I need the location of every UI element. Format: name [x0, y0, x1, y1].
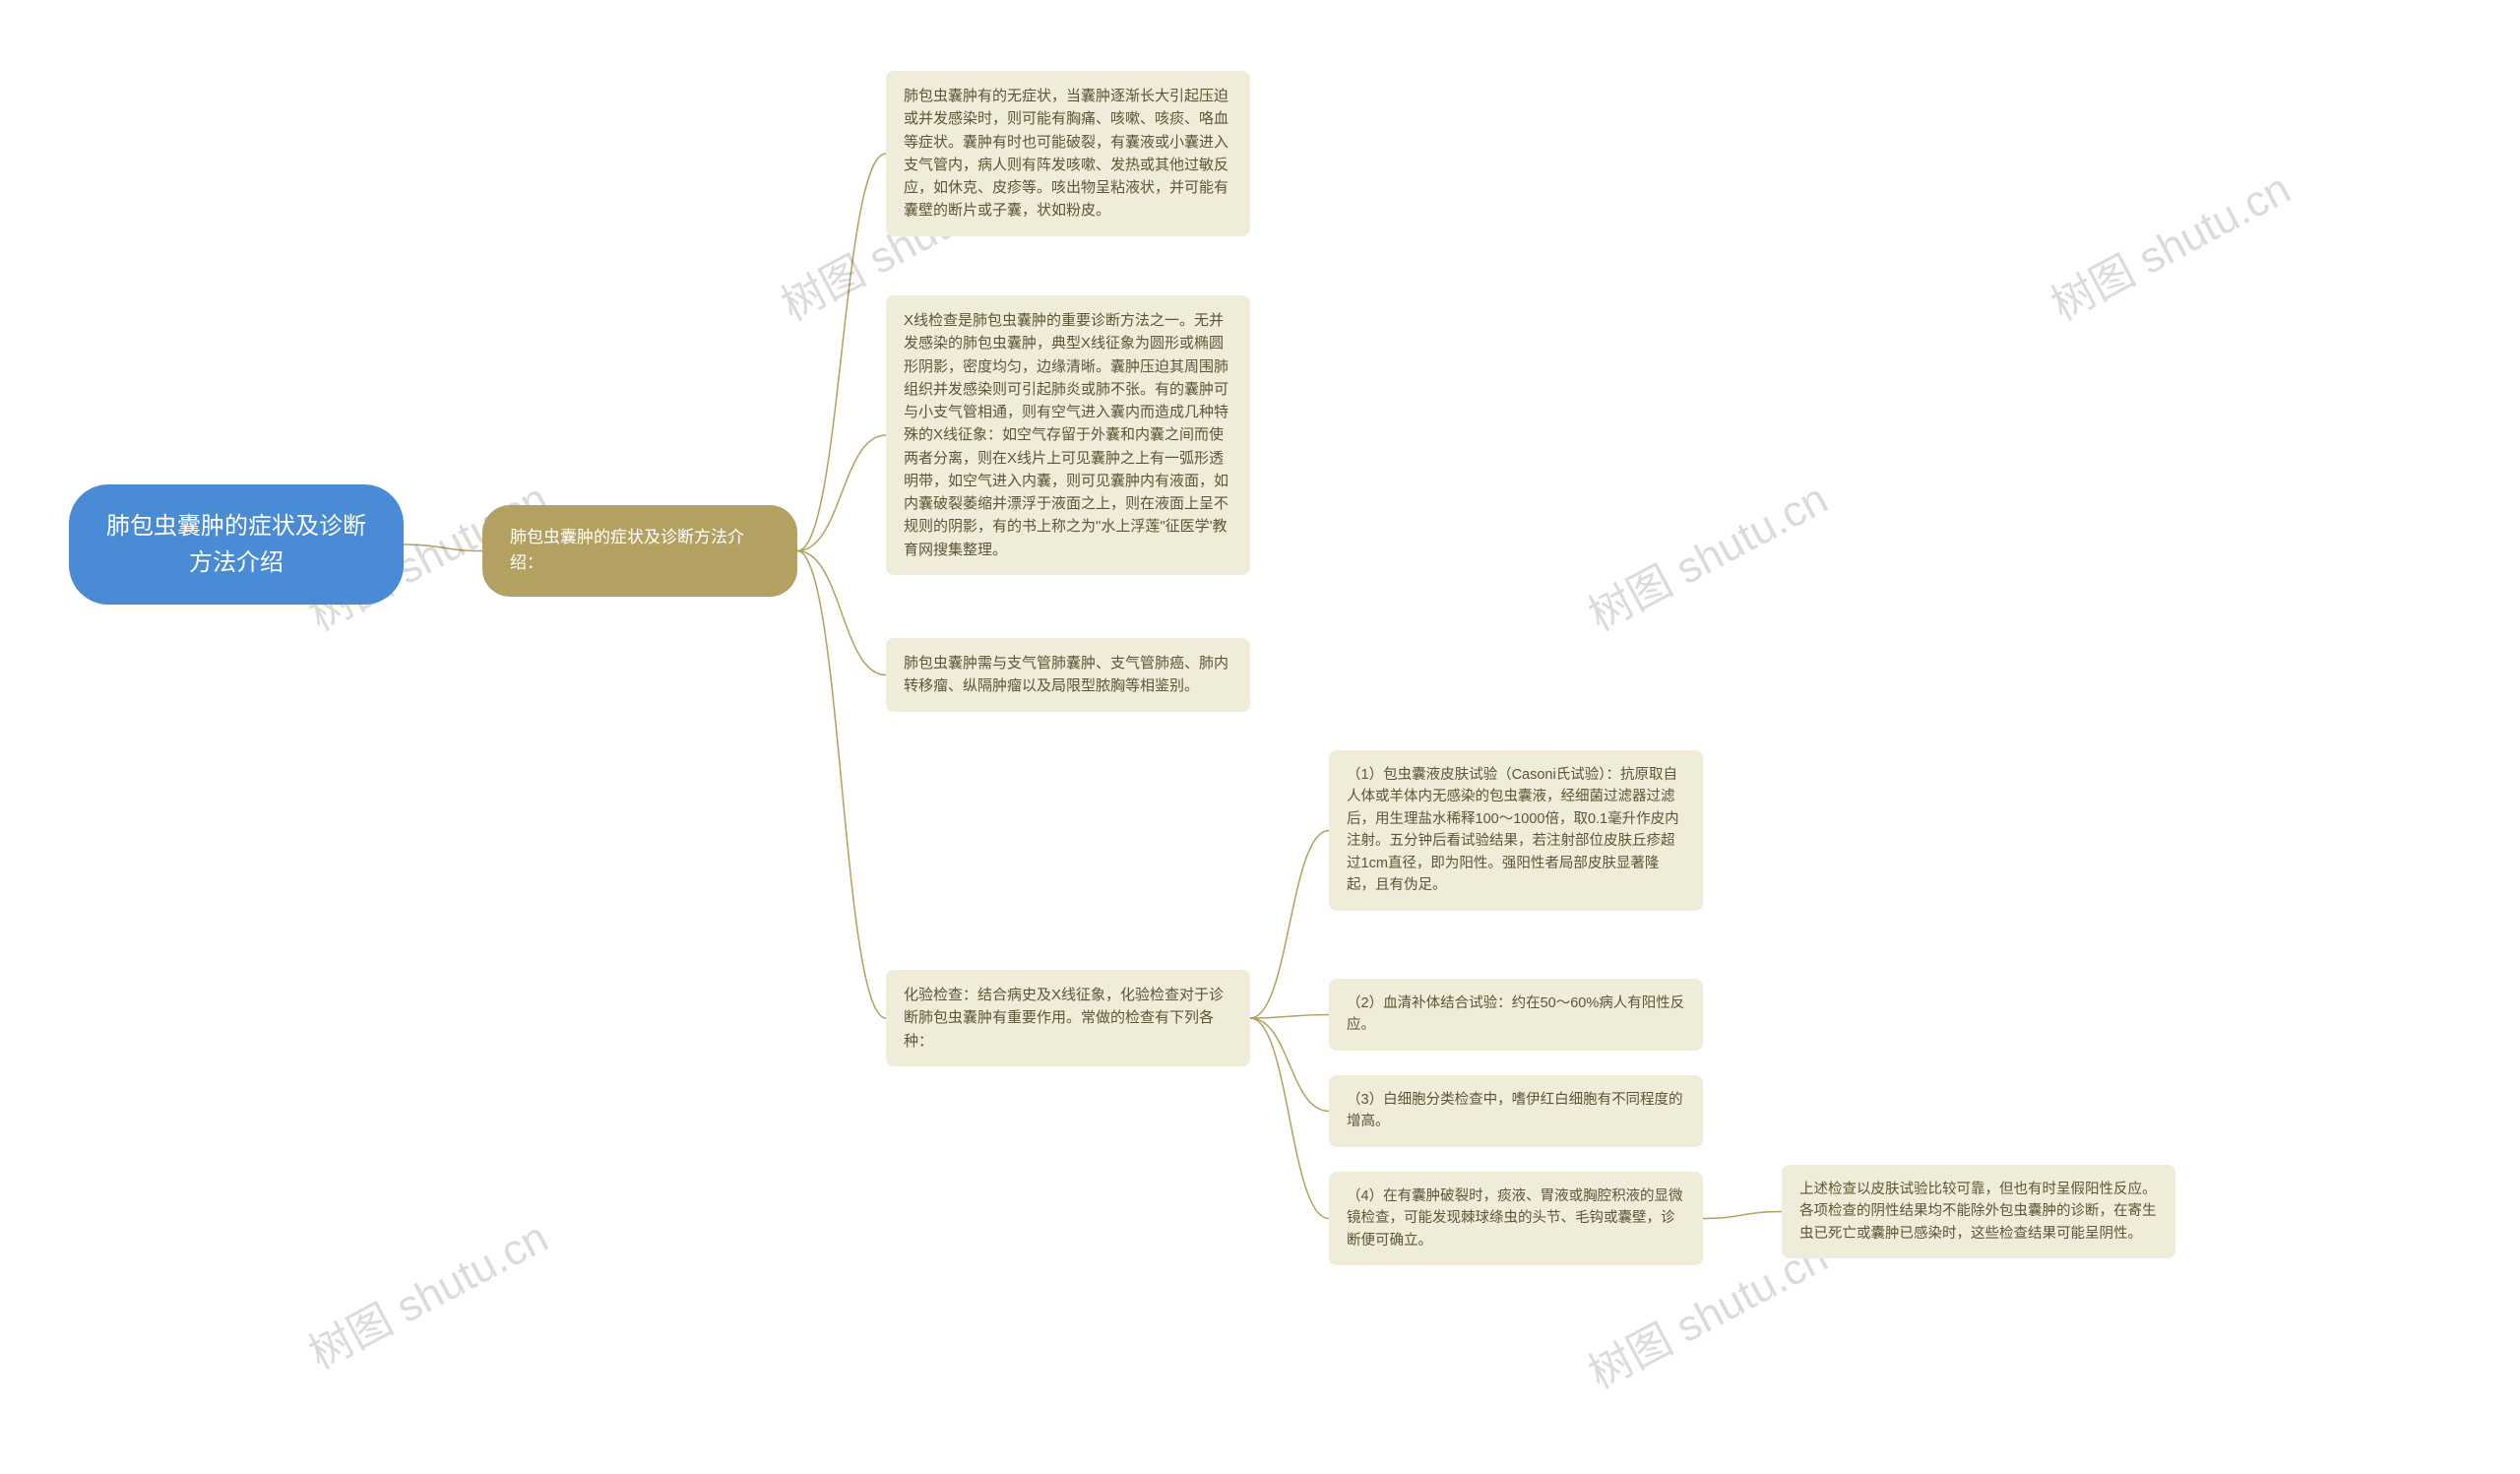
branch-intro-label: 肺包虫囊肿的症状及诊断方法介绍：	[510, 525, 770, 577]
wbc-differential-text: （3）白细胞分类检查中，嗜伊红白细胞有不同程度的增高。	[1347, 1089, 1685, 1133]
mindmap-root-node[interactable]: 肺包虫囊肿的症状及诊断方法介绍	[69, 484, 404, 605]
microscopy-node[interactable]: （4）在有囊肿破裂时，痰液、胃液或胸腔积液的显微镜检查，可能发现棘球绦虫的头节、…	[1329, 1172, 1703, 1265]
test-reliability-note-node[interactable]: 上述检查以皮肤试验比较可靠，但也有时呈假阳性反应。各项检查的阴性结果均不能除外包…	[1782, 1165, 2175, 1258]
lab-tests-text: 化验检查：结合病史及X线征象，化验检查对于诊断肺包虫囊肿有重要作用。常做的检查有…	[904, 984, 1232, 1053]
microscopy-text: （4）在有囊肿破裂时，痰液、胃液或胸腔积液的显微镜检查，可能发现棘球绦虫的头节、…	[1347, 1186, 1685, 1251]
root-label: 肺包虫囊肿的症状及诊断方法介绍	[100, 508, 372, 581]
watermark: 树图 shutu.cn	[296, 1202, 557, 1381]
symptoms-text: 肺包虫囊肿有的无症状，当囊肿逐渐长大引起压迫或并发感染时，则可能有胸痛、咳嗽、咳…	[904, 85, 1232, 223]
complement-fixation-node[interactable]: （2）血清补体结合试验：约在50～60%病人有阳性反应。	[1329, 979, 1703, 1051]
watermark: 树图 shutu.cn	[2039, 154, 2300, 333]
differential-diagnosis-text: 肺包虫囊肿需与支气管肺囊肿、支气管肺癌、肺内转移瘤、纵隔肿瘤以及局限型脓胸等相鉴…	[904, 652, 1232, 698]
symptoms-node[interactable]: 肺包虫囊肿有的无症状，当囊肿逐渐长大引起压迫或并发感染时，则可能有胸痛、咳嗽、咳…	[886, 71, 1250, 236]
wbc-differential-node[interactable]: （3）白细胞分类检查中，嗜伊红白细胞有不同程度的增高。	[1329, 1075, 1703, 1147]
xray-findings-node[interactable]: X线检查是肺包虫囊肿的重要诊断方法之一。无并发感染的肺包虫囊肿，典型X线征象为圆…	[886, 295, 1250, 575]
casoni-test-node[interactable]: （1）包虫囊液皮肤试验（Casoni氏试验）：抗原取自人体或羊体内无感染的包虫囊…	[1329, 750, 1703, 911]
lab-tests-node[interactable]: 化验检查：结合病史及X线征象，化验检查对于诊断肺包虫囊肿有重要作用。常做的检查有…	[886, 970, 1250, 1066]
branch-intro-node[interactable]: 肺包虫囊肿的症状及诊断方法介绍：	[482, 505, 797, 597]
complement-fixation-text: （2）血清补体结合试验：约在50～60%病人有阳性反应。	[1347, 993, 1685, 1037]
differential-diagnosis-node[interactable]: 肺包虫囊肿需与支气管肺囊肿、支气管肺癌、肺内转移瘤、纵隔肿瘤以及局限型脓胸等相鉴…	[886, 638, 1250, 712]
xray-findings-text: X线检查是肺包虫囊肿的重要诊断方法之一。无并发感染的肺包虫囊肿，典型X线征象为圆…	[904, 309, 1232, 561]
watermark: 树图 shutu.cn	[1576, 464, 1837, 643]
test-reliability-note-text: 上述检查以皮肤试验比较可靠，但也有时呈假阳性反应。各项检查的阴性结果均不能除外包…	[1799, 1179, 2158, 1245]
casoni-test-text: （1）包虫囊液皮肤试验（Casoni氏试验）：抗原取自人体或羊体内无感染的包虫囊…	[1347, 764, 1685, 897]
